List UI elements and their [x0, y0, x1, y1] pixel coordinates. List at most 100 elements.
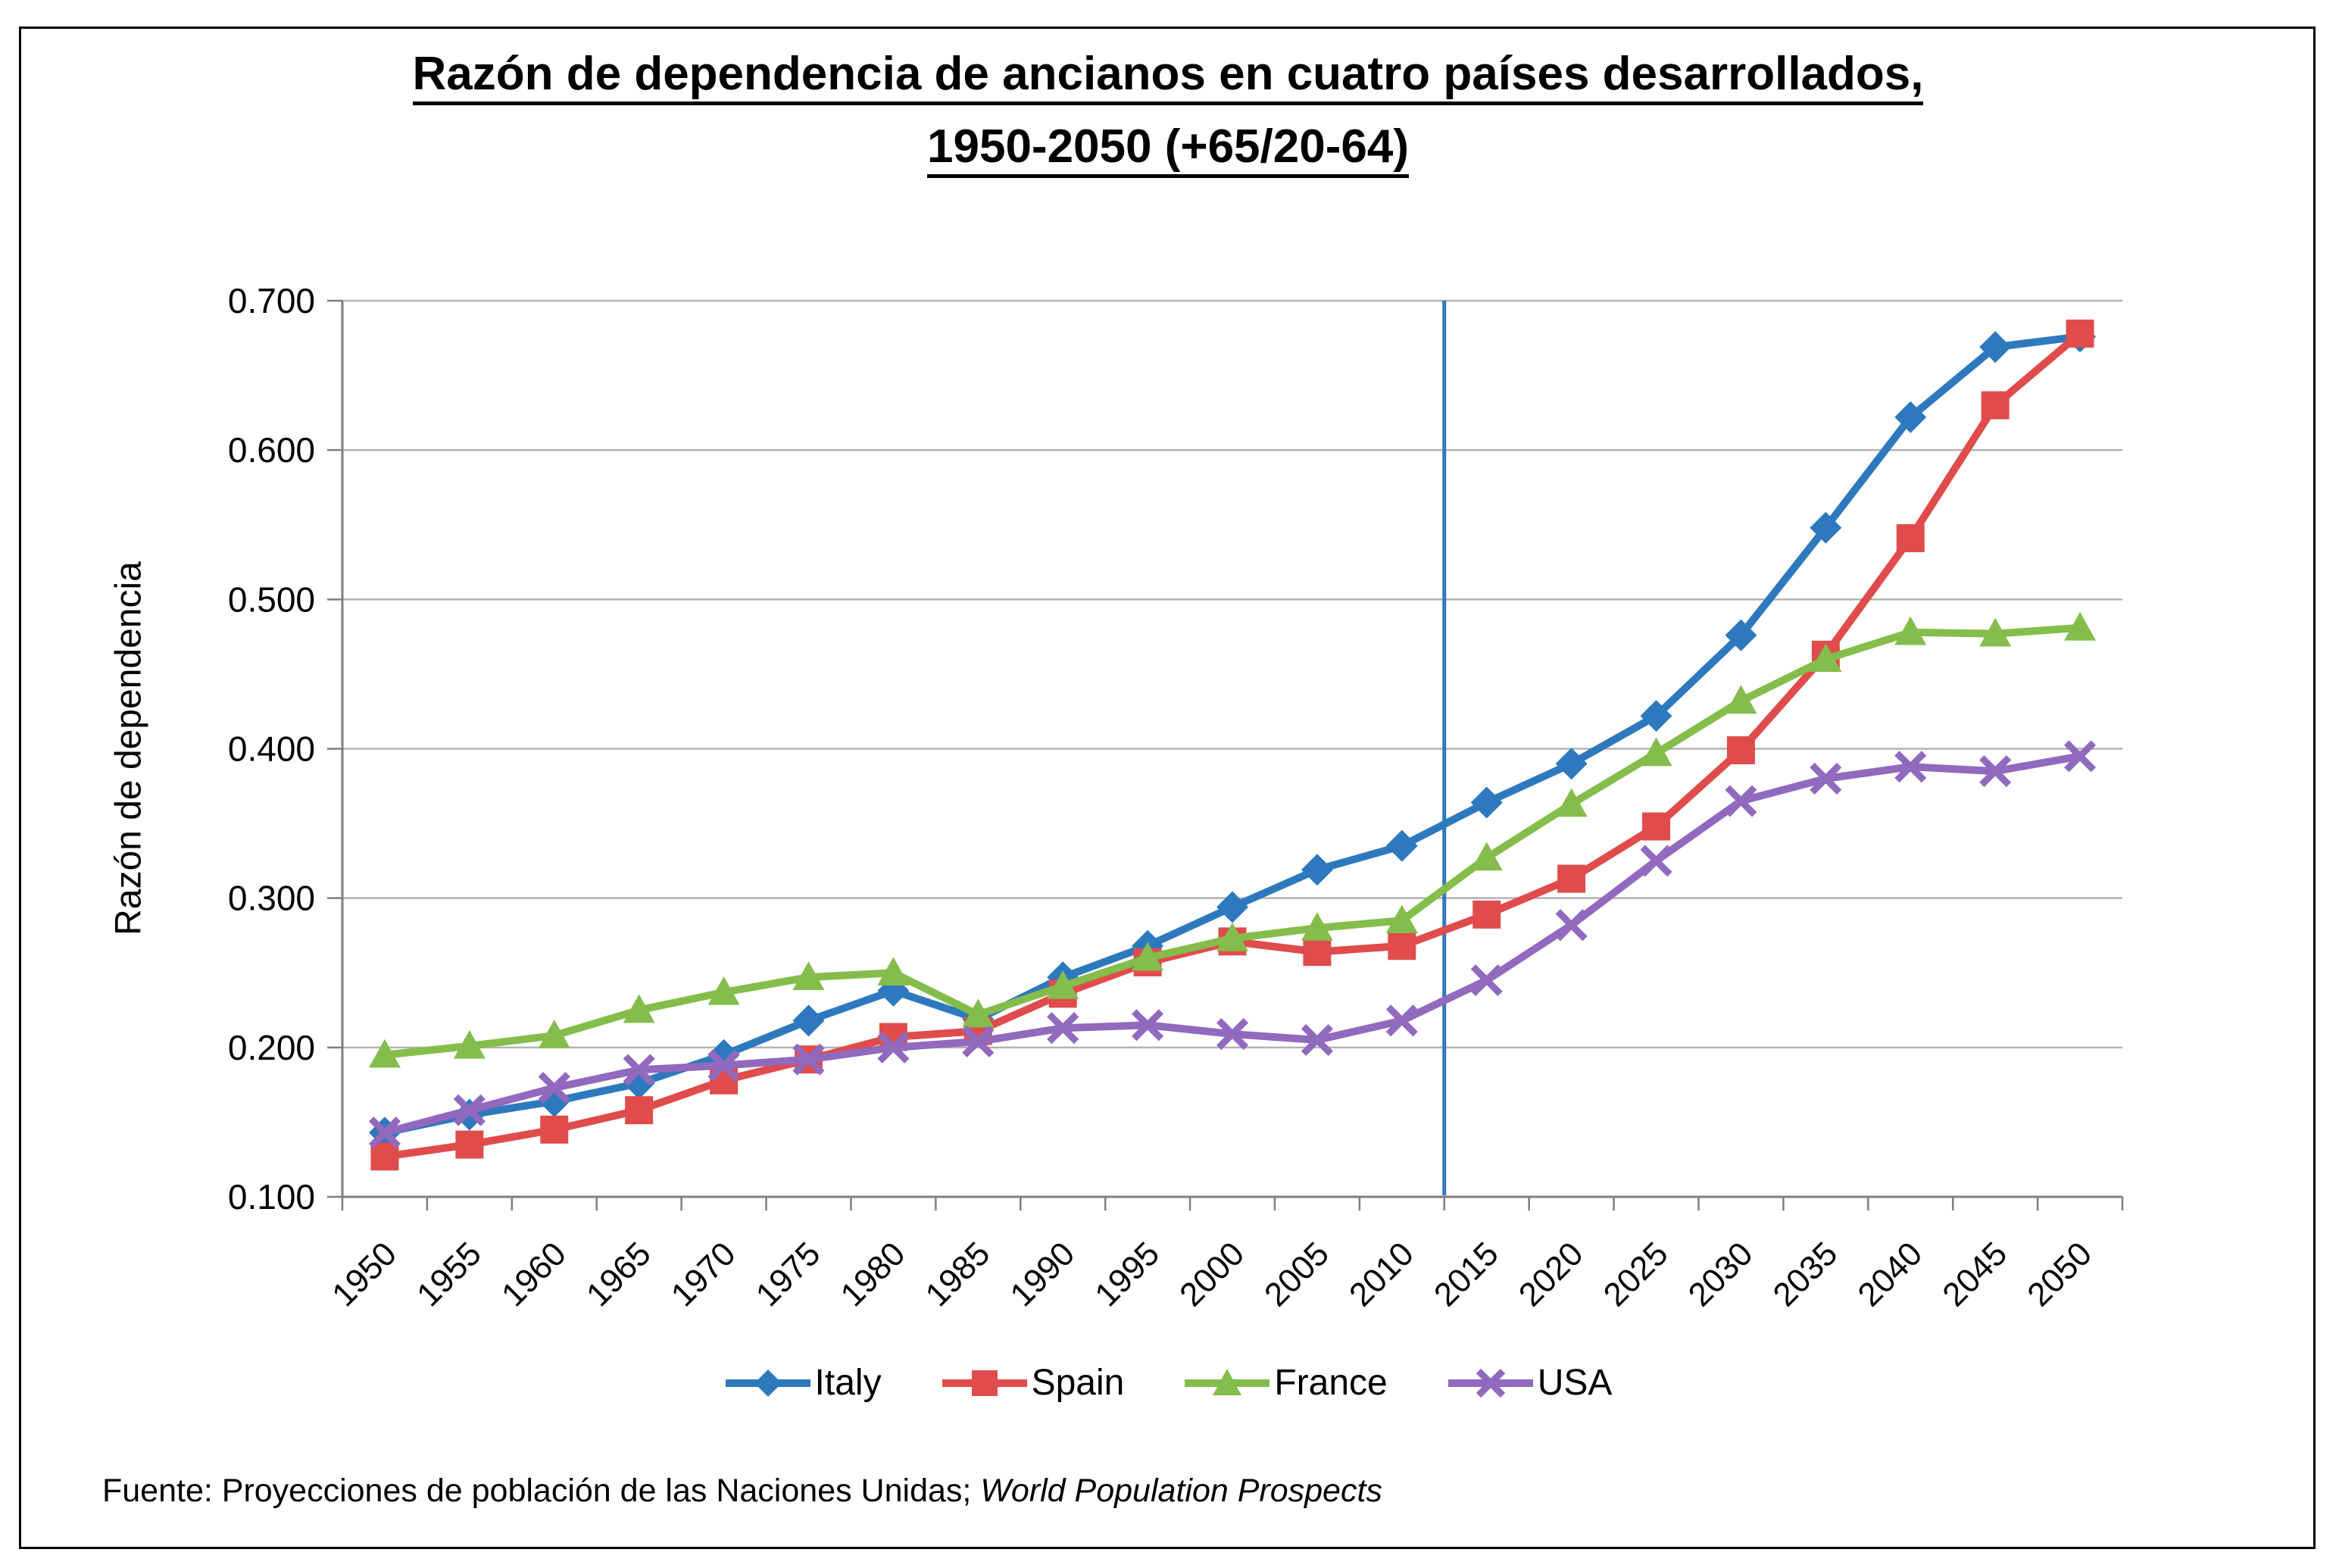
data-point-france-2035	[1810, 643, 1842, 672]
data-point-italy-2040	[1894, 401, 1927, 433]
data-point-usa-1950	[368, 1117, 401, 1149]
data-point-france-2015	[1470, 842, 1503, 871]
data-point-usa-2015	[1470, 964, 1503, 997]
data-point-italy-2030	[1725, 619, 1757, 651]
legend-marker-spain	[971, 1370, 998, 1396]
data-point-usa-2005	[1301, 1023, 1333, 1057]
data-point-france-2030	[1725, 685, 1757, 714]
source-note-prefix: Fuente: Proyecciones de población de las…	[102, 1473, 981, 1509]
data-point-usa-1990	[1047, 1012, 1079, 1045]
data-point-italy-2020	[1555, 748, 1588, 780]
data-point-spain-2030	[1726, 736, 1755, 764]
legend-x-icon	[1448, 1368, 1533, 1398]
data-point-spain-1950	[370, 1142, 399, 1171]
data-point-usa-1955	[453, 1094, 486, 1126]
x-tick-label: 2020	[1512, 1235, 1591, 1313]
data-point-italy-2035	[1810, 511, 1842, 544]
data-point-italy-2005	[1301, 854, 1333, 886]
page-border-frame	[19, 27, 2316, 1549]
data-point-spain-2020	[1557, 864, 1586, 893]
data-point-usa-1985	[962, 1025, 995, 1057]
data-point-spain-2015	[1472, 900, 1501, 929]
data-point-italy-2010	[1385, 829, 1418, 862]
x-tick-label: 1955	[410, 1235, 489, 1313]
data-point-france-2000	[1216, 922, 1248, 951]
x-tick-label: 1980	[834, 1235, 913, 1313]
data-point-france-1955	[453, 1029, 486, 1059]
data-point-usa-2045	[1979, 755, 2012, 788]
data-point-spain-2010	[1388, 932, 1416, 960]
data-point-usa-1960	[538, 1072, 570, 1104]
y-tick-label: 0.700	[228, 281, 315, 320]
data-point-spain-2005	[1303, 938, 1332, 967]
y-tick-label: 0.400	[228, 729, 315, 769]
data-point-italy-2045	[1979, 331, 2012, 364]
y-tick-label: 0.100	[228, 1177, 315, 1217]
data-point-france-1985	[962, 998, 995, 1028]
data-point-usa-2030	[1725, 785, 1757, 817]
source-note-italic: World Population Prospects	[980, 1473, 1382, 1509]
data-point-france-2005	[1301, 912, 1333, 941]
data-point-usa-2050	[2064, 740, 2097, 773]
data-point-france-2020	[1555, 788, 1588, 817]
data-point-usa-2035	[1810, 762, 1842, 795]
data-point-usa-1975	[792, 1043, 825, 1076]
data-point-france-1960	[538, 1020, 570, 1048]
data-point-france-1995	[1132, 942, 1164, 971]
data-point-france-1970	[707, 976, 740, 1005]
chart-title: Razón de dependencia de ancianos en cuat…	[0, 38, 2336, 183]
legend-label-italy: Italy	[814, 1363, 882, 1403]
data-point-spain-1960	[540, 1115, 569, 1144]
legend-label-spain: Spain	[1031, 1363, 1125, 1403]
data-point-spain-1965	[625, 1096, 654, 1125]
data-point-spain-2050	[2066, 319, 2094, 348]
data-point-france-1990	[1047, 970, 1079, 999]
x-tick-label: 2025	[1597, 1235, 1675, 1313]
legend: Italy Spain France USA	[0, 1362, 2336, 1404]
data-point-italy-1975	[792, 1004, 825, 1037]
legend-item-spain: Spain	[941, 1362, 1125, 1404]
data-point-usa-2020	[1555, 909, 1588, 942]
chart-title-line2: 1950-2050 (+65/20-64)	[0, 111, 2336, 183]
data-point-usa-1970	[707, 1049, 740, 1082]
data-point-france-2045	[1979, 617, 2012, 647]
data-point-usa-1965	[623, 1054, 655, 1086]
chart-title-line1: Razón de dependencia de ancianos en cuat…	[0, 38, 2336, 111]
data-point-italy-2000	[1216, 891, 1248, 923]
data-point-france-1965	[623, 994, 655, 1023]
legend-marker-france	[1213, 1368, 1242, 1395]
x-tick-label: 2010	[1342, 1235, 1421, 1313]
data-point-spain-2040	[1896, 524, 1925, 552]
y-tick-label: 0.500	[228, 579, 315, 619]
x-tick-label: 1970	[664, 1235, 743, 1313]
source-note: Fuente: Proyecciones de población de las…	[102, 1473, 1382, 1510]
data-point-spain-2045	[1981, 391, 2010, 420]
data-point-usa-2025	[1640, 845, 1672, 877]
x-tick-label: 2035	[1766, 1235, 1845, 1313]
x-tick-label: 1975	[749, 1235, 828, 1313]
legend-marker-italy	[754, 1369, 782, 1397]
data-point-usa-2010	[1385, 1004, 1418, 1037]
series-line-france	[380, 623, 2085, 1059]
data-point-france-1975	[792, 961, 825, 990]
data-point-italy-2015	[1470, 786, 1503, 819]
x-tick-label: 1995	[1088, 1235, 1166, 1313]
legend-square-icon	[942, 1370, 1027, 1396]
y-tick-label: 0.200	[228, 1028, 315, 1067]
data-point-italy-2025	[1640, 700, 1672, 732]
data-point-usa-2000	[1216, 1018, 1249, 1051]
x-tick-label: 2045	[1935, 1235, 2014, 1313]
data-point-spain-2025	[1642, 812, 1671, 841]
x-tick-label: 2030	[1682, 1235, 1760, 1313]
x-tick-label: 1950	[325, 1235, 404, 1313]
legend-label-france: France	[1274, 1363, 1388, 1403]
data-point-usa-1980	[877, 1031, 910, 1064]
x-tick-label: 2015	[1427, 1235, 1506, 1313]
legend-item-france: France	[1183, 1362, 1388, 1404]
y-tick-label: 0.600	[228, 430, 315, 470]
legend-triangle-icon	[1185, 1368, 1270, 1395]
data-point-france-2010	[1385, 904, 1418, 934]
x-tick-label: 2000	[1173, 1235, 1251, 1313]
x-tick-label: 1965	[579, 1235, 658, 1313]
